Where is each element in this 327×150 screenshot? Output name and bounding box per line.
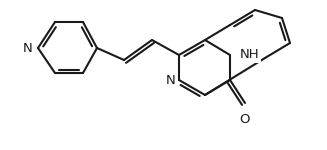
Text: O: O [240,113,250,126]
Text: N: N [166,74,176,87]
Text: NH: NH [240,48,260,62]
Text: N: N [23,42,33,54]
